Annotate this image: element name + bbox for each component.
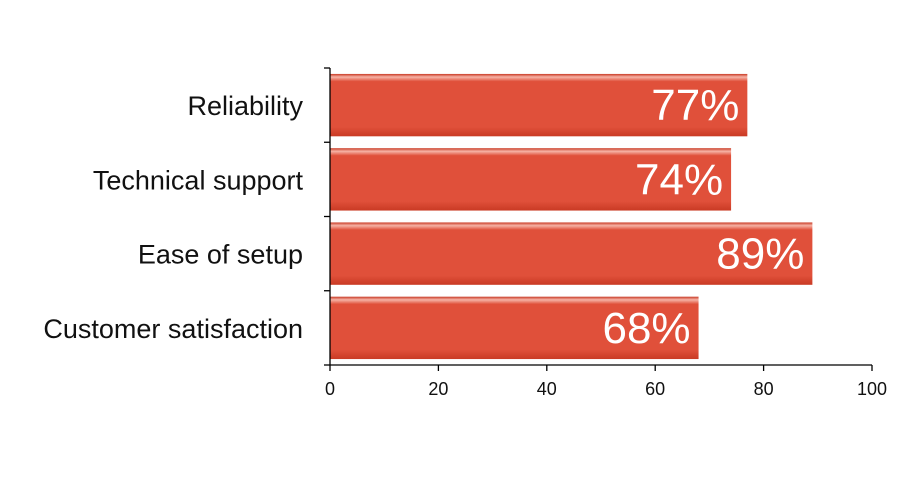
category-label-customer-satisfaction: Customer satisfaction xyxy=(43,314,303,344)
data-label-ease-of-setup: 89% xyxy=(716,230,804,279)
x-tick-label: 80 xyxy=(754,379,774,399)
bar-customer-satisfaction xyxy=(330,296,699,360)
bar-ease-of-setup xyxy=(330,222,813,285)
x-tick-label: 20 xyxy=(428,379,448,399)
x-tick-label: 100 xyxy=(857,379,887,399)
data-label-technical-support: 74% xyxy=(635,155,723,204)
category-label-technical-support: Technical support xyxy=(93,165,304,195)
x-tick-label: 0 xyxy=(325,379,335,399)
x-tick-label: 60 xyxy=(645,379,665,399)
labels-layer: 77% Reliability 74% Technical support 89% Eas… xyxy=(43,81,804,353)
category-label-reliability: Reliability xyxy=(187,91,303,121)
ticks-layer: 0 20 40 60 80 100 xyxy=(324,67,887,399)
data-label-reliability: 77% xyxy=(651,81,739,130)
bar-technical-support xyxy=(330,148,732,211)
bar-reliability xyxy=(330,73,748,137)
bars-layer xyxy=(330,73,813,360)
data-label-customer-satisfaction: 68% xyxy=(602,304,690,353)
x-tick-label: 40 xyxy=(537,379,557,399)
category-label-ease-of-setup: Ease of setup xyxy=(138,240,303,270)
